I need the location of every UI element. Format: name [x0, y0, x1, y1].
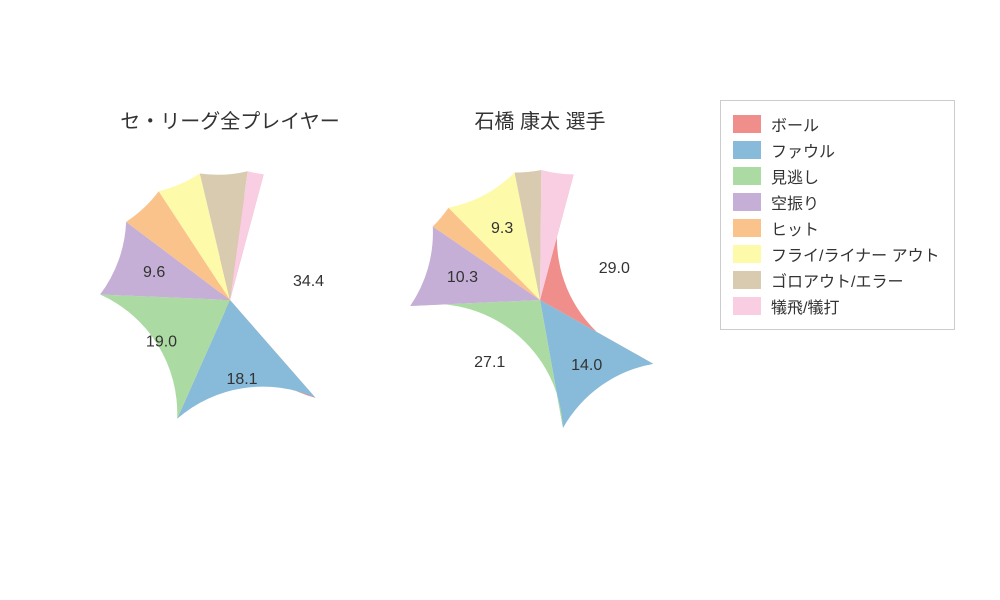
- legend-label-foul: ファウル: [771, 138, 835, 162]
- pie-player: 29.0 14.0 27.1 10.3 9.3: [410, 170, 670, 430]
- legend-label-ball: ボール: [771, 112, 819, 136]
- pie-slice-label-looking: 27.1: [474, 354, 505, 371]
- legend-label-hit: ヒット: [771, 216, 819, 240]
- legend-item-hit: ヒット: [733, 215, 940, 241]
- legend-label-looking: 見逃し: [771, 164, 819, 188]
- legend-label-sac: 犠飛/犠打: [771, 294, 839, 318]
- legend: ボールファウル見逃し空振りヒットフライ/ライナー アウトゴロアウト/エラー犠飛/…: [720, 100, 955, 330]
- pie-slice-label-swing: 9.6: [143, 264, 165, 281]
- legend-item-swing: 空振り: [733, 189, 940, 215]
- pie-slice-label-ball: 34.4: [293, 273, 324, 290]
- legend-item-sac: 犠飛/犠打: [733, 293, 940, 319]
- pie-slice-label-looking: 19.0: [146, 334, 177, 351]
- legend-item-fly: フライ/ライナー アウト: [733, 241, 940, 267]
- pie-slice-label-foul: 18.1: [226, 371, 257, 388]
- legend-item-ball: ボール: [733, 111, 940, 137]
- legend-item-ground: ゴロアウト/エラー: [733, 267, 940, 293]
- pie-slice-label-fly: 9.3: [491, 220, 513, 237]
- chart-title-player: 石橋 康太 選手: [474, 105, 605, 134]
- legend-swatch-ground: [733, 271, 761, 289]
- legend-label-ground: ゴロアウト/エラー: [771, 268, 903, 292]
- legend-swatch-swing: [733, 193, 761, 211]
- legend-label-fly: フライ/ライナー アウト: [771, 242, 940, 266]
- pie-slice-label-foul: 14.0: [571, 357, 602, 374]
- chart-title-league: セ・リーグ全プレイヤー: [120, 105, 339, 134]
- pie-slice-label-swing: 10.3: [447, 269, 478, 286]
- pie-slice-label-ball: 29.0: [599, 260, 630, 277]
- legend-swatch-hit: [733, 219, 761, 237]
- legend-swatch-fly: [733, 245, 761, 263]
- pie-league: 34.4 18.1 19.0 9.6: [100, 170, 360, 430]
- legend-label-swing: 空振り: [771, 190, 819, 214]
- legend-swatch-sac: [733, 297, 761, 315]
- chart-canvas: セ・リーグ全プレイヤー 34.4 18.1 19.0 9.6 石橋 康太 選手 29.0 14…: [0, 0, 1000, 600]
- legend-swatch-looking: [733, 167, 761, 185]
- legend-swatch-foul: [733, 141, 761, 159]
- legend-item-looking: 見逃し: [733, 163, 940, 189]
- legend-item-foul: ファウル: [733, 137, 940, 163]
- legend-swatch-ball: [733, 115, 761, 133]
